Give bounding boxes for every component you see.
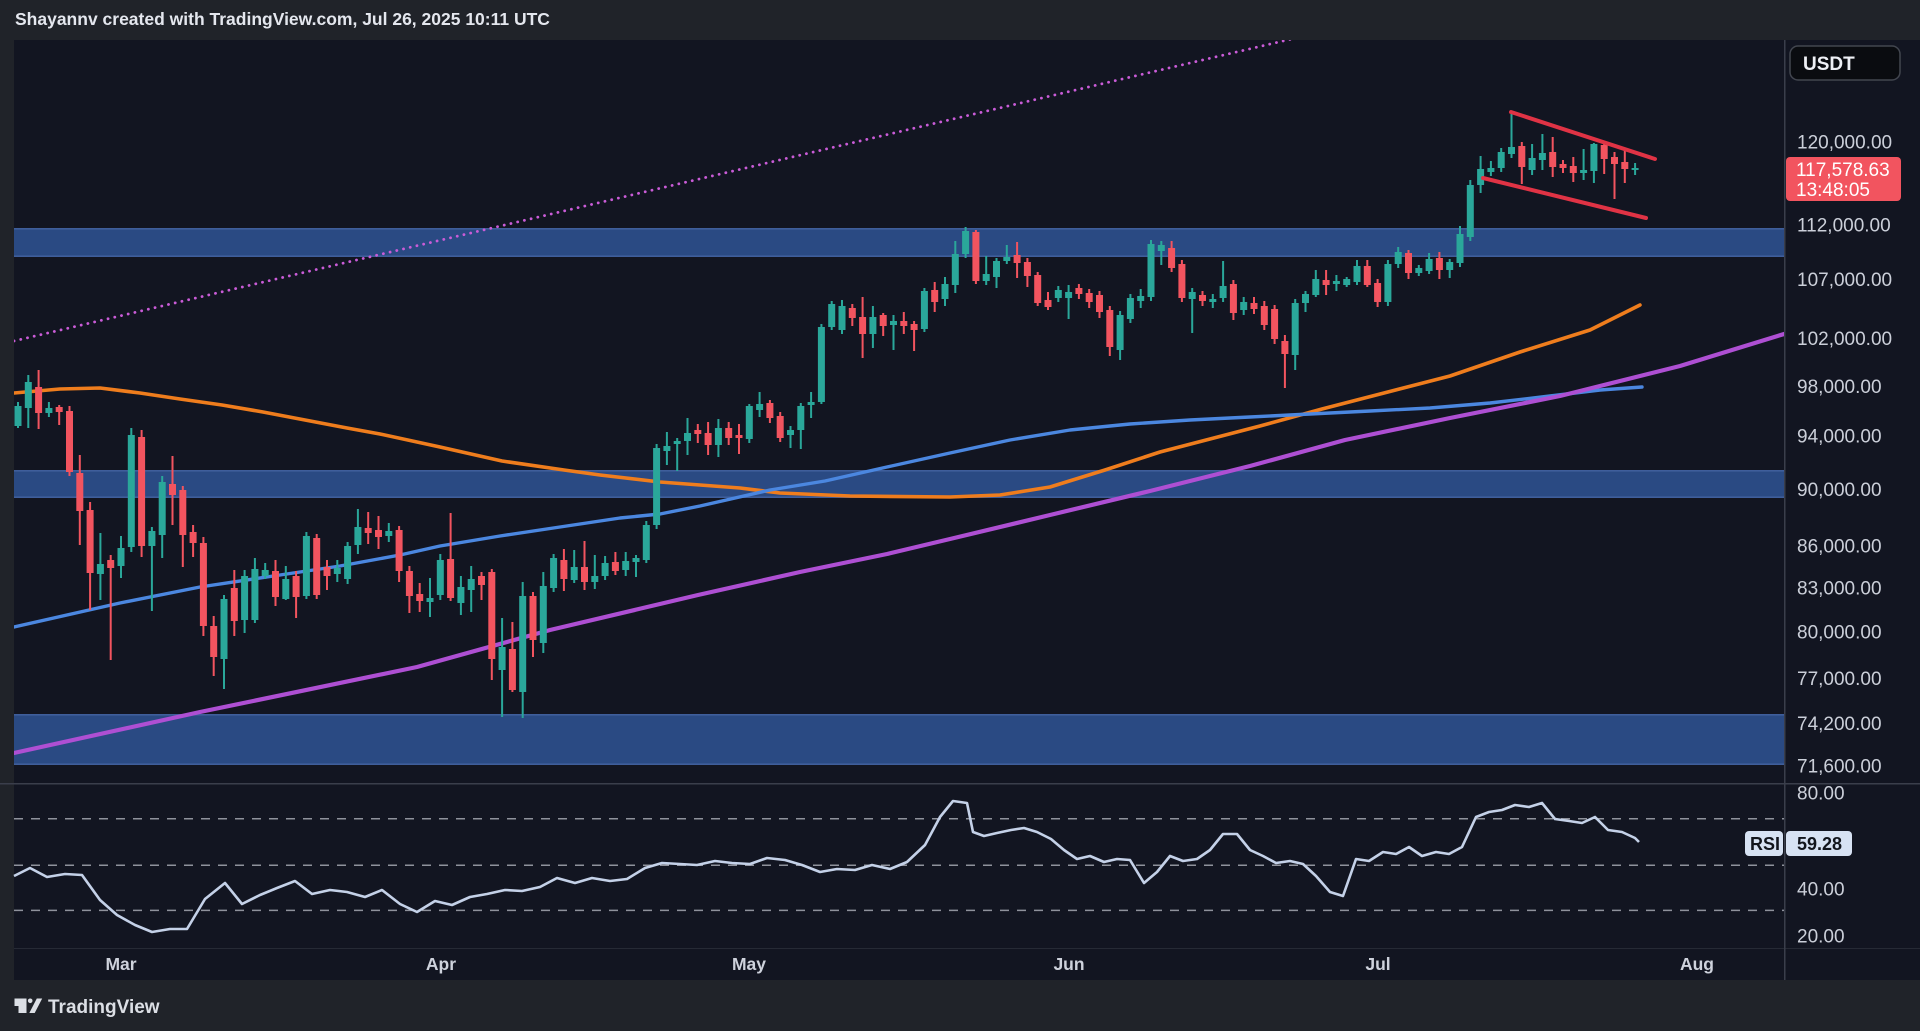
svg-text:80.00: 80.00 [1797, 784, 1845, 805]
svg-text:77,000.00: 77,000.00 [1797, 669, 1882, 690]
svg-text:Jun: Jun [1053, 954, 1084, 974]
svg-text:107,000.00: 107,000.00 [1797, 270, 1892, 291]
svg-text:90,000.00: 90,000.00 [1797, 480, 1882, 501]
svg-text:86,000.00: 86,000.00 [1797, 537, 1882, 558]
svg-text:74,200.00: 74,200.00 [1797, 714, 1882, 735]
svg-text:Apr: Apr [426, 954, 456, 974]
svg-text:112,000.00: 112,000.00 [1797, 216, 1891, 237]
svg-text:Mar: Mar [105, 954, 136, 974]
svg-text:Shayannv created with TradingV: Shayannv created with TradingView.com, J… [15, 9, 550, 29]
svg-text:71,600.00: 71,600.00 [1797, 757, 1882, 778]
svg-text:83,000.00: 83,000.00 [1797, 579, 1882, 600]
svg-text:Jul: Jul [1365, 954, 1390, 974]
svg-text:94,000.00: 94,000.00 [1797, 427, 1882, 448]
svg-text:13:48:05: 13:48:05 [1796, 180, 1870, 201]
svg-text:May: May [732, 954, 766, 974]
svg-text:102,000.00: 102,000.00 [1797, 329, 1892, 350]
svg-text:120,000.00: 120,000.00 [1797, 133, 1892, 154]
svg-text:59.28: 59.28 [1797, 834, 1842, 854]
svg-text:98,000.00: 98,000.00 [1797, 377, 1882, 398]
svg-text:117,578.63: 117,578.63 [1796, 160, 1890, 181]
svg-text:TradingView: TradingView [48, 997, 160, 1018]
svg-text:RSI: RSI [1750, 834, 1780, 854]
svg-text:20.00: 20.00 [1797, 927, 1845, 948]
svg-text:USDT: USDT [1803, 54, 1855, 75]
svg-text:Aug: Aug [1680, 954, 1714, 974]
svg-text:40.00: 40.00 [1797, 880, 1845, 901]
svg-text:80,000.00: 80,000.00 [1797, 623, 1882, 644]
